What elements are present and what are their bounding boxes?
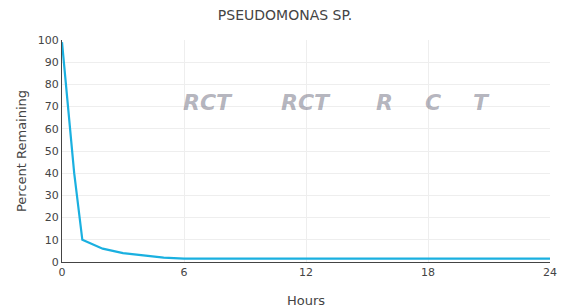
svg-text:RCT: RCT <box>281 90 331 115</box>
svg-text:24: 24 <box>543 266 557 279</box>
svg-text:12: 12 <box>299 266 313 279</box>
svg-text:0: 0 <box>59 266 66 279</box>
svg-text:PSEUDOMONAS SP.: PSEUDOMONAS SP. <box>218 7 352 23</box>
svg-text:80: 80 <box>45 78 59 91</box>
svg-text:20: 20 <box>45 211 59 224</box>
svg-text:Hours: Hours <box>287 293 325 308</box>
svg-text:6: 6 <box>181 266 188 279</box>
svg-text:RCT: RCT <box>183 90 233 115</box>
svg-text:18: 18 <box>421 266 435 279</box>
svg-text:40: 40 <box>45 167 59 180</box>
svg-text:C: C <box>425 90 441 115</box>
svg-text:R: R <box>376 90 393 115</box>
svg-text:90: 90 <box>45 56 59 69</box>
svg-text:10: 10 <box>45 234 59 247</box>
svg-text:50: 50 <box>45 145 59 158</box>
svg-text:70: 70 <box>45 100 59 113</box>
svg-text:100: 100 <box>38 34 59 47</box>
svg-text:0: 0 <box>52 256 59 269</box>
svg-text:60: 60 <box>45 123 59 136</box>
svg-text:T: T <box>473 90 490 115</box>
svg-text:Percent Remaining: Percent Remaining <box>14 90 29 212</box>
svg-text:30: 30 <box>45 189 59 202</box>
